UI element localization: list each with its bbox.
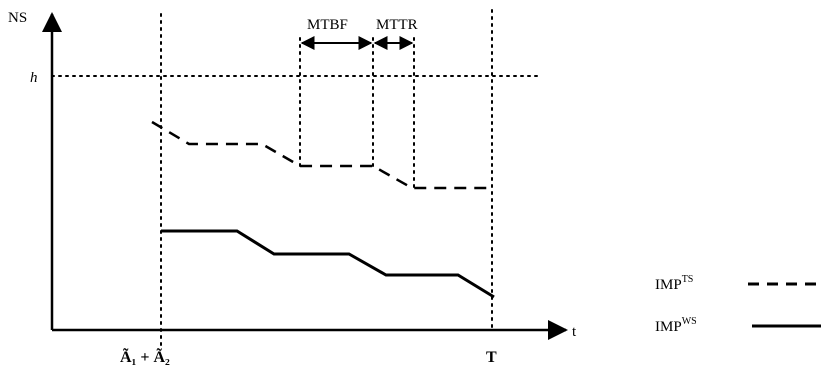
- legend-ws-base: IMP: [655, 319, 682, 335]
- mtbf-label: MTBF: [307, 17, 348, 33]
- mttr-label: MTTR: [376, 17, 418, 33]
- legend-ts-sup: TS: [682, 274, 694, 285]
- svg-text:IMPWS: IMPWS: [655, 316, 697, 335]
- x-tick-start-label: Ã₁ + Ã₂: [120, 347, 170, 366]
- legend: IMPTS IMPWS: [655, 274, 821, 335]
- imp-ws-curve: [161, 229, 495, 299]
- y-axis-label: NS: [8, 10, 27, 26]
- x-axis-label: t: [572, 324, 577, 340]
- threshold-label: h: [30, 70, 38, 86]
- imp-ts-curve: [151, 120, 492, 190]
- svg-text:IMPTS: IMPTS: [655, 274, 693, 293]
- legend-ws-sup: WS: [682, 316, 697, 327]
- legend-ts-base: IMP: [655, 277, 682, 293]
- x-tick-end-label: T: [486, 349, 497, 366]
- legend-item-ts: IMPTS: [655, 274, 821, 293]
- legend-item-ws: IMPWS: [655, 316, 821, 335]
